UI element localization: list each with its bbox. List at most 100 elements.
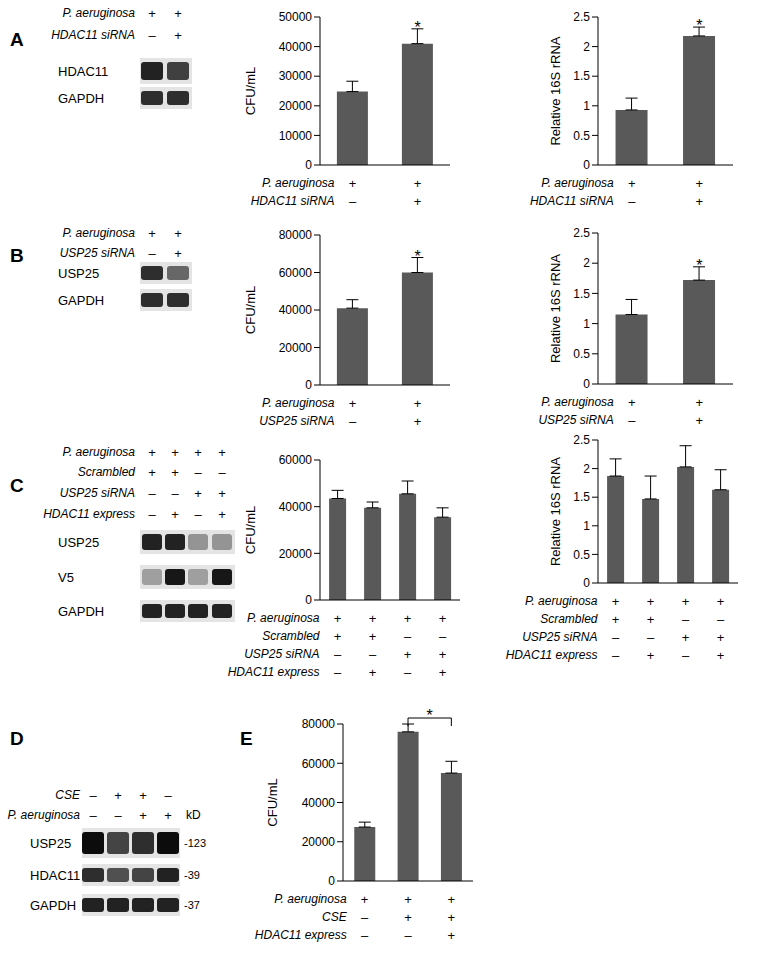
svg-text:–: –	[361, 910, 369, 925]
svg-text:+: +	[349, 396, 357, 411]
svg-text:50000: 50000	[279, 10, 313, 24]
svg-text:+: +	[695, 395, 703, 410]
svg-text:CSE: CSE	[322, 910, 348, 924]
svg-text:0: 0	[305, 378, 312, 392]
svg-text:HDAC11: HDAC11	[58, 64, 108, 79]
svg-text:20000: 20000	[279, 341, 313, 355]
svg-text:20000: 20000	[279, 99, 313, 113]
svg-text:–: –	[148, 246, 156, 261]
svg-text:+: +	[414, 396, 422, 411]
svg-text:+: +	[164, 808, 172, 823]
svg-text:+: +	[717, 630, 725, 645]
svg-text:+: +	[404, 892, 412, 907]
svg-text:GAPDH: GAPDH	[30, 898, 76, 913]
svg-text:CSE: CSE	[55, 788, 81, 802]
svg-text:Relative 16S rRNA: Relative 16S rRNA	[548, 457, 563, 566]
svg-text:+: +	[369, 611, 377, 626]
svg-text:GAPDH: GAPDH	[58, 293, 104, 308]
svg-text:HDAC11 express: HDAC11 express	[228, 665, 320, 679]
svg-text:–: –	[148, 507, 156, 522]
svg-text:-39: -39	[184, 869, 200, 881]
svg-text:–: –	[171, 486, 179, 501]
svg-text:+: +	[218, 486, 226, 501]
svg-text:USP25 siRNA: USP25 siRNA	[60, 486, 135, 500]
svg-text:–: –	[194, 465, 202, 480]
svg-text:+: +	[448, 892, 456, 907]
svg-text:–: –	[404, 665, 412, 680]
svg-text:USP25: USP25	[58, 266, 99, 281]
svg-text:+: +	[139, 808, 147, 823]
svg-text:2: 2	[583, 462, 590, 476]
svg-text:2.5: 2.5	[573, 10, 590, 24]
svg-text:0: 0	[305, 158, 312, 172]
svg-text:20000: 20000	[279, 547, 313, 561]
svg-text:0: 0	[583, 158, 590, 172]
svg-text:+: +	[628, 176, 636, 191]
svg-text:+: +	[174, 246, 182, 261]
svg-text:+: +	[647, 612, 655, 627]
svg-text:+: +	[717, 648, 725, 663]
svg-text:P. aeruginosa: P. aeruginosa	[7, 808, 80, 822]
svg-text:P. aeruginosa: P. aeruginosa	[541, 176, 614, 190]
svg-text:60000: 60000	[279, 266, 313, 280]
svg-text:40000: 40000	[279, 303, 313, 317]
svg-text:80000: 80000	[302, 717, 336, 731]
svg-text:P. aeruginosa: P. aeruginosa	[541, 395, 614, 409]
svg-text:+: +	[404, 611, 412, 626]
svg-text:+: +	[448, 910, 456, 925]
svg-text:USP25: USP25	[58, 535, 99, 550]
svg-text:Relative 16S rRNA: Relative 16S rRNA	[548, 254, 563, 363]
svg-text:kD: kD	[186, 808, 201, 822]
svg-text:60000: 60000	[302, 757, 336, 771]
svg-text:*: *	[414, 19, 420, 36]
svg-text:+: +	[174, 226, 182, 241]
svg-text:+: +	[334, 629, 342, 644]
svg-text:P. aeruginosa: P. aeruginosa	[262, 176, 335, 190]
svg-text:+: +	[194, 486, 202, 501]
svg-text:+: +	[647, 648, 655, 663]
svg-text:D: D	[10, 728, 24, 749]
svg-text:HDAC11 siRNA: HDAC11 siRNA	[251, 194, 335, 208]
svg-text:USP25 siRNA: USP25 siRNA	[538, 413, 613, 427]
svg-text:CFU/mL: CFU/mL	[265, 778, 280, 826]
svg-text:+: +	[682, 630, 690, 645]
svg-text:C: C	[10, 475, 24, 496]
svg-text:1: 1	[583, 519, 590, 533]
svg-text:+: +	[174, 6, 182, 21]
svg-text:2: 2	[583, 40, 590, 54]
svg-text:+: +	[695, 413, 703, 428]
svg-text:+: +	[114, 788, 122, 803]
svg-text:0: 0	[328, 874, 335, 888]
svg-text:0: 0	[583, 377, 590, 391]
svg-text:B: B	[10, 245, 24, 266]
svg-text:*: *	[427, 707, 433, 724]
svg-text:+: +	[682, 594, 690, 609]
svg-text:+: +	[171, 507, 179, 522]
svg-text:40000: 40000	[279, 500, 313, 514]
svg-text:+: +	[369, 665, 377, 680]
svg-text:–: –	[404, 928, 412, 943]
svg-text:+: +	[171, 465, 179, 480]
svg-text:+: +	[439, 647, 447, 662]
svg-text:-123: -123	[184, 837, 206, 849]
svg-text:A: A	[10, 29, 24, 50]
svg-text:–: –	[628, 413, 636, 428]
svg-text:–: –	[194, 507, 202, 522]
svg-text:+: +	[218, 507, 226, 522]
svg-text:+: +	[139, 788, 147, 803]
svg-text:0.5: 0.5	[573, 347, 590, 361]
svg-text:+: +	[148, 445, 156, 460]
svg-text:*: *	[696, 17, 702, 34]
svg-text:+: +	[695, 194, 703, 209]
svg-text:+: +	[647, 594, 655, 609]
svg-text:–: –	[682, 612, 690, 627]
svg-text:–: –	[334, 647, 342, 662]
svg-text:HDAC11 express: HDAC11 express	[506, 648, 598, 662]
svg-text:HDAC11: HDAC11	[30, 868, 80, 883]
svg-text:P. aeruginosa: P. aeruginosa	[262, 396, 335, 410]
svg-text:–: –	[148, 28, 156, 43]
svg-text:USP25 siRNA: USP25 siRNA	[522, 630, 597, 644]
svg-text:*: *	[414, 248, 420, 265]
svg-text:–: –	[404, 629, 412, 644]
svg-text:–: –	[148, 486, 156, 501]
